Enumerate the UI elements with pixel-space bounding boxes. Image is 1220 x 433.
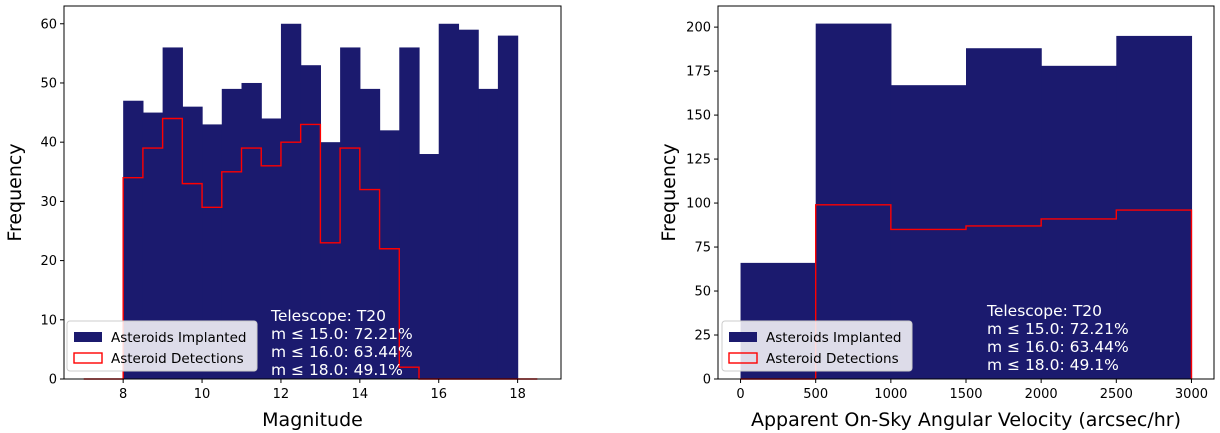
x-tick-label: 0	[736, 387, 744, 402]
annotation-line: m ≤ 15.0: 72.21%	[271, 325, 413, 343]
implanted-bar	[241, 82, 262, 379]
implanted-bar	[438, 23, 460, 380]
y-tick-label: 30	[40, 195, 57, 210]
y-tick-label: 100	[686, 197, 711, 212]
legend-label-implanted: Asteroids Implanted	[766, 330, 901, 346]
implanted-bar	[359, 88, 381, 379]
chart-1: 8 10 12 14 16 18 0 10 20 30 40 50 60 Magnitude Frequen…	[4, 5, 562, 431]
y-tick-label: 125	[686, 153, 711, 168]
annotation-line: m ≤ 16.0: 63.44%	[271, 343, 413, 361]
implanted-bar	[497, 35, 519, 379]
y-tick-label: 50	[40, 76, 57, 91]
y-tick-label: 150	[686, 109, 711, 124]
implanted-bar	[1041, 65, 1117, 380]
y-tick-label: 10	[40, 313, 57, 328]
x-tick-label: 2000	[1025, 387, 1058, 402]
annotation-line: Telescope: T20	[270, 307, 386, 325]
y-tick-label: 50	[694, 285, 711, 300]
y-tick-label: 25	[694, 329, 711, 344]
legend-box	[66, 320, 258, 372]
implanted-bar	[261, 118, 282, 379]
annotation-line: m ≤ 16.0: 63.44%	[987, 338, 1129, 356]
x-tick-label: 14	[352, 387, 369, 402]
legend-label-detections: Asteroid Detections	[766, 351, 899, 367]
implanted-bars	[123, 23, 519, 380]
detections-step-line	[83, 117, 538, 380]
y-tick-label: 20	[40, 254, 57, 269]
y-tick-label: 75	[694, 241, 711, 256]
detections-step-line	[740, 204, 1193, 380]
x-tick-label: 2500	[1100, 387, 1133, 402]
implanted-bar	[123, 100, 144, 379]
annotation: Telescope: T20 m ≤ 15.0: 72.21% m ≤ 16.0: …	[986, 302, 1129, 374]
x-axis-title: Magnitude	[262, 409, 363, 431]
legend-box	[721, 320, 913, 372]
legend-label-implanted: Asteroids Implanted	[111, 330, 246, 346]
y-tick-label: 60	[40, 17, 57, 32]
x-tick-label: 1000	[874, 387, 907, 402]
implanted-bar	[202, 124, 223, 380]
y-tick-label: 0	[703, 373, 711, 388]
x-tick-label: 18	[509, 387, 526, 402]
y-tick-label: 200	[686, 21, 711, 36]
x-axis-title: Apparent On-Sky Angular Velocity (arcsec…	[751, 409, 1181, 431]
x-tick-label: 12	[273, 387, 290, 402]
legend-swatch-detections	[73, 352, 103, 364]
legend-swatch-implanted	[729, 332, 757, 342]
implanted-bar	[340, 47, 361, 379]
implanted-bar	[379, 130, 400, 379]
legend: Asteroids Implanted Asteroid Detections	[66, 320, 258, 372]
implanted-bar	[478, 88, 499, 379]
x-tick-label: 1500	[949, 387, 982, 402]
chart-2: 0 500 1000 1500 2000 2500 3000 0 25 50 75 100 125 150…	[658, 5, 1215, 431]
implanted-bar	[458, 29, 479, 380]
x-tick-label: 10	[194, 387, 211, 402]
x-tick-label: 3000	[1175, 387, 1208, 402]
implanted-bar	[182, 106, 203, 380]
y-axis-title: Frequency	[4, 143, 26, 241]
x-tick-label: 8	[119, 387, 127, 402]
x-tick-label: 500	[803, 387, 828, 402]
implanted-bar	[162, 47, 183, 379]
implanted-bar	[300, 65, 321, 379]
y-tick-label: 40	[40, 136, 57, 151]
implanted-bar	[1116, 35, 1193, 380]
implanted-bar	[221, 88, 243, 379]
implanted-bar	[966, 48, 1042, 380]
annotation-line: m ≤ 18.0: 49.1%	[987, 356, 1119, 374]
implanted-bar	[280, 23, 302, 380]
legend-label-detections: Asteroid Detections	[111, 351, 244, 367]
legend-swatch-detections	[728, 352, 758, 364]
implanted-bar	[399, 47, 420, 379]
y-tick-label: 0	[49, 373, 57, 388]
implanted-bar	[419, 154, 440, 379]
y-axis-title: Frequency	[658, 143, 680, 241]
implanted-bar	[142, 112, 164, 380]
x-tick-label: 16	[430, 387, 447, 402]
y-tick-label: 175	[686, 65, 711, 80]
axes-frame	[63, 5, 562, 380]
implanted-bar	[320, 142, 341, 379]
implanted-bar	[815, 23, 892, 380]
annotation-line: m ≤ 18.0: 49.1%	[271, 361, 403, 379]
annotation-line: Telescope: T20	[986, 302, 1102, 320]
annotation-line: m ≤ 15.0: 72.21%	[987, 320, 1129, 338]
legend: Asteroids Implanted Asteroid Detections	[721, 320, 913, 372]
legend-swatch-implanted	[74, 332, 102, 342]
annotation: Telescope: T20 m ≤ 15.0: 72.21% m ≤ 16.0: …	[270, 307, 413, 379]
